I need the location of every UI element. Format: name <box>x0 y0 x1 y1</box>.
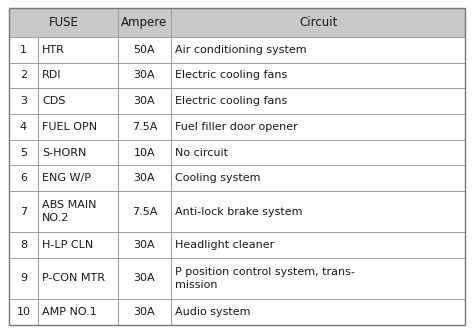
Bar <box>118 258 171 299</box>
Bar <box>118 166 171 191</box>
Bar <box>171 88 465 114</box>
Text: 30A: 30A <box>134 240 155 250</box>
Text: 4: 4 <box>20 122 27 132</box>
Bar <box>171 8 465 37</box>
Bar <box>9 88 38 114</box>
Text: CDS: CDS <box>42 96 65 106</box>
Text: Audio system: Audio system <box>174 307 250 317</box>
Bar <box>9 191 38 232</box>
Text: ENG W/P: ENG W/P <box>42 173 91 183</box>
Bar <box>118 37 171 63</box>
Text: Ampere: Ampere <box>121 16 168 29</box>
Text: 1: 1 <box>20 45 27 55</box>
Text: 9: 9 <box>20 273 27 283</box>
Text: 30A: 30A <box>134 307 155 317</box>
Bar <box>171 232 465 258</box>
Text: No circuit: No circuit <box>174 148 228 158</box>
Text: 10A: 10A <box>134 148 155 158</box>
Bar <box>118 140 171 166</box>
Text: ABS MAIN
NO.2: ABS MAIN NO.2 <box>42 200 97 223</box>
Bar <box>171 299 465 325</box>
Text: Air conditioning system: Air conditioning system <box>174 45 306 55</box>
Bar <box>118 8 171 37</box>
Text: P position control system, trans-
mission: P position control system, trans- missio… <box>174 267 355 290</box>
Bar <box>171 258 465 299</box>
Text: Headlight cleaner: Headlight cleaner <box>174 240 274 250</box>
Text: Anti-lock brake system: Anti-lock brake system <box>174 207 302 217</box>
Bar <box>171 37 465 63</box>
Text: 30A: 30A <box>134 173 155 183</box>
Text: 8: 8 <box>20 240 27 250</box>
Bar <box>171 140 465 166</box>
Bar <box>118 63 171 88</box>
Text: H-LP CLN: H-LP CLN <box>42 240 93 250</box>
Text: 50A: 50A <box>134 45 155 55</box>
Text: 30A: 30A <box>134 96 155 106</box>
Bar <box>38 299 118 325</box>
Text: FUSE: FUSE <box>48 16 78 29</box>
Bar <box>171 166 465 191</box>
Text: HTR: HTR <box>42 45 65 55</box>
Bar <box>118 299 171 325</box>
Text: 3: 3 <box>20 96 27 106</box>
Bar <box>118 232 171 258</box>
Bar <box>9 166 38 191</box>
Text: AMP NO.1: AMP NO.1 <box>42 307 97 317</box>
Bar <box>9 37 38 63</box>
Bar <box>9 114 38 140</box>
Bar <box>38 166 118 191</box>
Bar <box>9 299 38 325</box>
Text: 5: 5 <box>20 148 27 158</box>
Text: 10: 10 <box>17 307 30 317</box>
Text: FUEL OPN: FUEL OPN <box>42 122 97 132</box>
Text: RDI: RDI <box>42 70 62 80</box>
Bar <box>9 232 38 258</box>
Text: P-CON MTR: P-CON MTR <box>42 273 105 283</box>
Bar <box>171 114 465 140</box>
Text: Electric cooling fans: Electric cooling fans <box>174 96 287 106</box>
Bar <box>38 258 118 299</box>
Text: 30A: 30A <box>134 70 155 80</box>
Bar <box>38 191 118 232</box>
Bar <box>38 114 118 140</box>
Text: Cooling system: Cooling system <box>174 173 260 183</box>
Bar <box>9 258 38 299</box>
Bar <box>118 114 171 140</box>
Bar <box>9 8 118 37</box>
Bar <box>38 63 118 88</box>
Text: S-HORN: S-HORN <box>42 148 86 158</box>
Text: 7.5A: 7.5A <box>132 207 157 217</box>
Bar <box>38 88 118 114</box>
Text: Fuel filler door opener: Fuel filler door opener <box>174 122 297 132</box>
Bar <box>9 63 38 88</box>
Bar <box>171 63 465 88</box>
Text: Circuit: Circuit <box>299 16 337 29</box>
Text: 7: 7 <box>20 207 27 217</box>
Bar <box>171 191 465 232</box>
Bar <box>38 37 118 63</box>
Bar <box>38 232 118 258</box>
Text: 6: 6 <box>20 173 27 183</box>
Text: 30A: 30A <box>134 273 155 283</box>
Text: 7.5A: 7.5A <box>132 122 157 132</box>
Bar <box>118 191 171 232</box>
Bar <box>118 88 171 114</box>
Bar <box>9 140 38 166</box>
Text: Electric cooling fans: Electric cooling fans <box>174 70 287 80</box>
Text: 2: 2 <box>20 70 27 80</box>
Bar <box>38 140 118 166</box>
